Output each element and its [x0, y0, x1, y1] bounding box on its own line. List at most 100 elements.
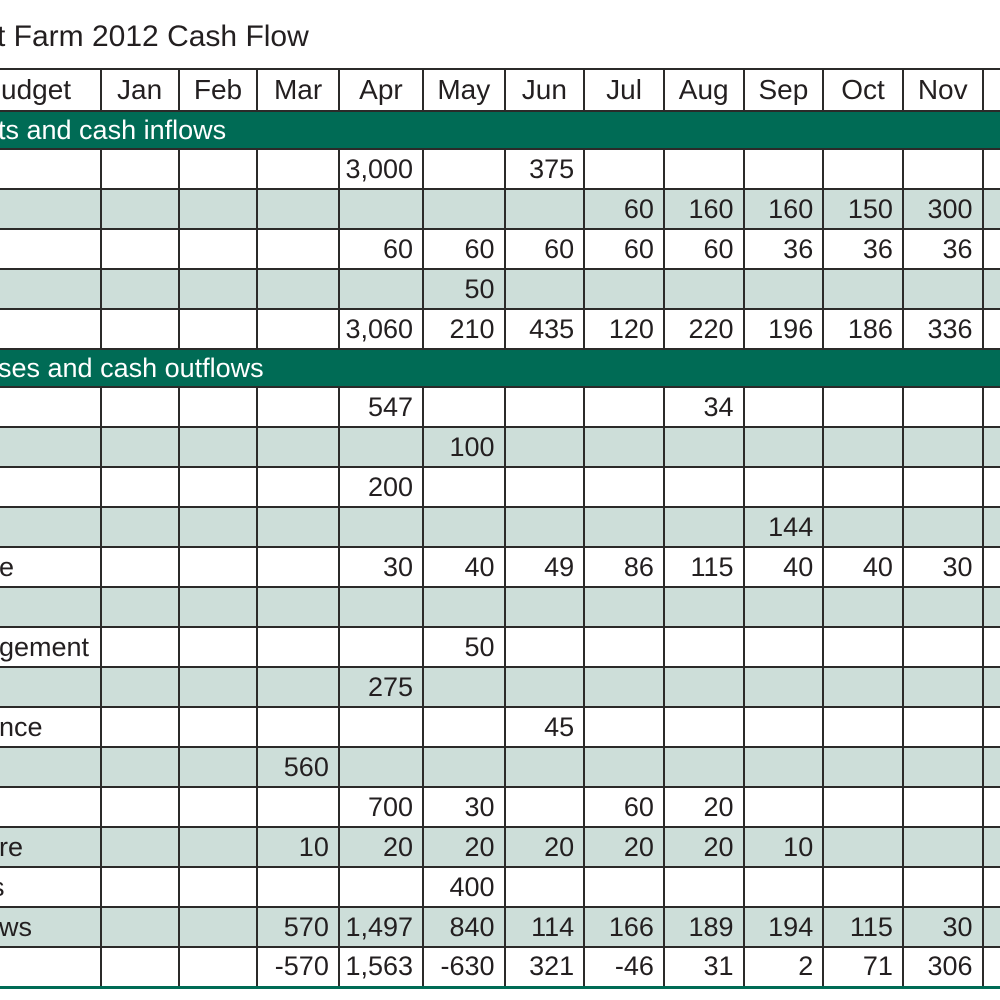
cell	[503, 586, 586, 628]
cell	[177, 586, 259, 628]
cell: 560	[256, 746, 340, 788]
cell	[822, 706, 904, 748]
cell	[822, 866, 904, 908]
cell-cut	[981, 466, 1000, 508]
cell	[99, 906, 180, 948]
cell	[99, 466, 180, 508]
row-label-cell	[0, 586, 102, 628]
row-label-cell: s	[0, 866, 102, 908]
cell: 34	[662, 386, 745, 428]
cell	[662, 426, 745, 468]
cell: 20	[422, 826, 506, 868]
cell	[99, 546, 180, 588]
table-row: 60 160 160 150 300	[0, 188, 1000, 230]
cell: 275	[337, 666, 425, 708]
cell: 36	[901, 228, 984, 270]
table-row: e 30 40 49 86 115 40 40 30	[0, 546, 1000, 588]
cell	[256, 308, 340, 350]
cell	[503, 386, 586, 428]
cell	[422, 586, 506, 628]
cell	[99, 666, 180, 708]
cell-cut	[981, 906, 1000, 948]
cell	[901, 466, 984, 508]
cell	[256, 786, 340, 828]
cell: 71	[822, 946, 904, 989]
cell: 186	[822, 308, 904, 350]
cell-cut	[981, 826, 1000, 868]
cell	[662, 706, 745, 748]
cell	[422, 148, 506, 190]
table-row: 60 60 60 60 60 36 36 36	[0, 228, 1000, 270]
table-row: ws 570 1,497 840 114 166 189 194 115 30	[0, 906, 1000, 948]
cell: 40	[822, 546, 904, 588]
cell	[901, 626, 984, 668]
row-label-cell: gement	[0, 626, 102, 668]
row-label-cell	[0, 148, 102, 190]
cell: 160	[662, 188, 745, 230]
table-row: gement 50	[0, 626, 1000, 668]
cell: 40	[742, 546, 825, 588]
cell: 189	[662, 906, 745, 948]
row-label-cell	[0, 666, 102, 708]
cell	[503, 506, 586, 548]
cell	[99, 148, 180, 190]
cell: 60	[503, 228, 586, 270]
cell	[662, 866, 745, 908]
cell-cut	[981, 268, 1000, 310]
cell: 700	[337, 786, 425, 828]
cell	[662, 746, 745, 788]
row-label: re	[0, 831, 24, 862]
column-header-feb: Feb	[177, 68, 259, 112]
cell-cut	[981, 586, 1000, 628]
cell	[99, 786, 180, 828]
row-label-cell	[0, 466, 102, 508]
cell: 36	[742, 228, 825, 270]
table-row: 700 30 60 20	[0, 786, 1000, 828]
table-row: 200	[0, 466, 1000, 508]
cell	[422, 746, 506, 788]
cell: 20	[662, 826, 745, 868]
cell	[662, 666, 745, 708]
row-label-cell: e	[0, 546, 102, 588]
row-label-cell	[0, 946, 102, 989]
cell-cut	[981, 148, 1000, 190]
cell	[99, 308, 180, 350]
column-header-udget: udget	[0, 68, 102, 112]
cell: 114	[503, 906, 586, 948]
cell-cut	[981, 228, 1000, 270]
table-row: 547 34	[0, 386, 1000, 428]
cell	[256, 666, 340, 708]
cell	[901, 746, 984, 788]
cell: 435	[503, 308, 586, 350]
cell	[256, 188, 340, 230]
cell	[422, 506, 506, 548]
cell-cut	[981, 946, 1000, 989]
cell	[422, 706, 506, 748]
cell	[901, 426, 984, 468]
cell	[822, 386, 904, 428]
cell: 306	[901, 946, 984, 989]
cell	[177, 866, 259, 908]
section-banner-row: ses and cash outflows	[0, 348, 1000, 388]
cell	[337, 506, 425, 548]
table-row: 560	[0, 746, 1000, 788]
cell	[742, 466, 825, 508]
cell	[583, 148, 665, 190]
cell	[583, 466, 665, 508]
page-title: t Farm 2012 Cash Flow	[0, 20, 309, 53]
cell-cut	[981, 866, 1000, 908]
cell	[822, 466, 904, 508]
cell	[503, 188, 586, 230]
table-row: 3,000 375	[0, 148, 1000, 190]
cell	[99, 866, 180, 908]
cell: 321	[503, 946, 586, 989]
cell: 30	[901, 906, 984, 948]
cell	[822, 506, 904, 548]
cell	[901, 666, 984, 708]
table-row: re 10 20 20 20 20 20 10	[0, 826, 1000, 868]
cell	[662, 586, 745, 628]
cell	[742, 626, 825, 668]
row-label-cell	[0, 786, 102, 828]
section-banner: ts and cash inflows	[0, 110, 1000, 150]
cell	[177, 946, 259, 989]
